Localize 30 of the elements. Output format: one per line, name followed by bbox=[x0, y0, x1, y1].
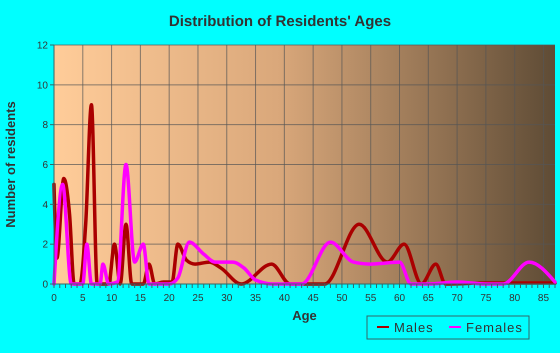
x-tick-label: 60 bbox=[394, 293, 406, 304]
legend-label: Males bbox=[394, 320, 434, 335]
x-tick-label: 75 bbox=[480, 293, 492, 304]
y-tick-label: 4 bbox=[42, 200, 48, 211]
y-tick-label: 12 bbox=[36, 40, 48, 52]
y-tick-label: 8 bbox=[42, 120, 48, 132]
x-tick-label: 45 bbox=[308, 293, 320, 304]
x-tick-label: 5 bbox=[80, 293, 86, 304]
x-tick-label: 25 bbox=[192, 293, 204, 304]
y-tick-label: 2 bbox=[42, 240, 48, 251]
x-tick-label: 40 bbox=[278, 293, 290, 304]
x-tick-label: 35 bbox=[250, 293, 262, 304]
x-tick-label: 0 bbox=[51, 293, 58, 304]
x-tick-label: 50 bbox=[336, 293, 348, 304]
y-tick-label: 6 bbox=[42, 160, 48, 171]
chart-title: Distribution of Residents' Ages bbox=[168, 13, 392, 30]
x-axis-title: Age bbox=[292, 308, 317, 323]
x-tick-label: 85 bbox=[538, 293, 550, 304]
legend-label: Females bbox=[466, 320, 523, 335]
x-tick-label: 80 bbox=[509, 293, 521, 304]
x-tick-label: 65 bbox=[422, 293, 434, 304]
x-tick-label: 10 bbox=[106, 293, 118, 304]
x-tick-label: 55 bbox=[365, 293, 377, 304]
x-tick-label: 20 bbox=[164, 293, 176, 304]
y-axis-title: Number of residents bbox=[3, 101, 18, 228]
x-tick-label: 70 bbox=[452, 293, 464, 304]
y-tick-label: 0 bbox=[42, 280, 48, 290]
x-tick-label: 15 bbox=[134, 293, 146, 304]
x-tick-label: 30 bbox=[221, 293, 233, 304]
y-tick-label: 10 bbox=[36, 80, 48, 92]
